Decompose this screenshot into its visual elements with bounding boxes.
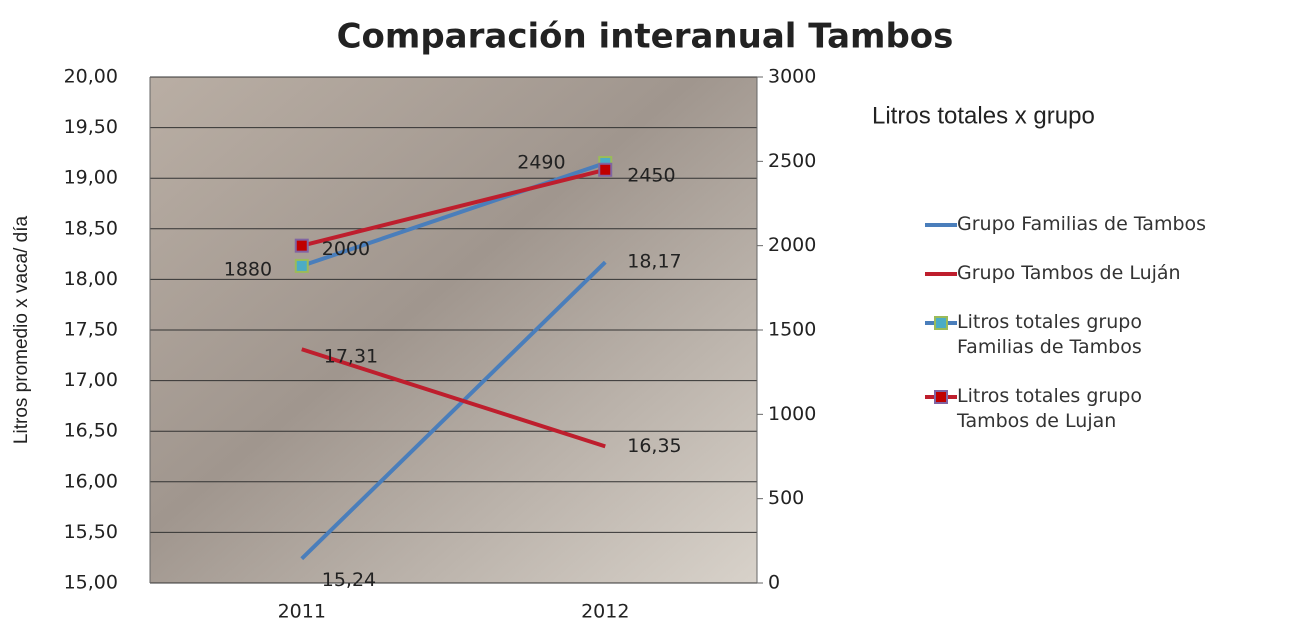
annotation: Litros totales x grupo: [872, 102, 1095, 129]
x-tick-label: 2011: [278, 601, 326, 622]
legend-item: Grupo Familias de Tambos: [925, 212, 1305, 237]
legend-label: Litros totales grupo Tambos de Lujan: [957, 384, 1219, 434]
y-tick-label: 15,00: [64, 572, 118, 594]
legend-marker: [935, 391, 947, 403]
legend-item: Litros totales grupo Familias de Tambos: [925, 310, 1305, 360]
series-marker: [296, 240, 308, 252]
y-tick-label: 19,50: [64, 116, 118, 138]
data-label: 2000: [322, 238, 370, 260]
legend-label: Litros totales grupo Familias de Tambos: [957, 310, 1219, 360]
legend-swatch: [925, 388, 957, 406]
y-tick-label: 15,50: [64, 521, 118, 543]
y-tick-label: 18,50: [64, 217, 118, 239]
y2-tick-label: 1000: [768, 403, 816, 425]
data-label: 15,24: [322, 569, 376, 591]
y-tick-label: 20,00: [64, 66, 118, 88]
y-tick-label: 16,00: [64, 470, 118, 492]
data-label: 1880: [224, 258, 272, 280]
y2-tick-label: 0: [768, 572, 780, 594]
y-axis-title: Litros promedio x vaca/ día: [11, 216, 32, 445]
data-label: 18,17: [627, 251, 681, 273]
y-tick-label: 18,00: [64, 268, 118, 290]
data-label: 17,31: [324, 346, 378, 368]
y-tick-label: 17,50: [64, 319, 118, 341]
series-marker: [296, 260, 308, 272]
legend-item: Litros totales grupo Tambos de Lujan: [925, 384, 1305, 434]
page: {"chart_data": {"type": "line", "title":…: [0, 0, 1315, 622]
legend-item: Grupo Tambos de Luján: [925, 261, 1305, 286]
legend-label: Grupo Familias de Tambos: [957, 212, 1219, 237]
x-tick-label: 2012: [581, 601, 629, 622]
legend-swatch: [925, 216, 957, 234]
y-tick-label: 17,00: [64, 369, 118, 391]
chart-title: Comparación interanual Tambos: [337, 17, 954, 57]
y2-tick-label: 3000: [768, 66, 816, 88]
series-marker: [599, 164, 611, 176]
y-tick-label: 19,00: [64, 167, 118, 189]
legend: Grupo Familias de Tambos Grupo Tambos de …: [925, 212, 1305, 458]
y2-tick-label: 1500: [768, 319, 816, 341]
y-tick-label: 16,50: [64, 420, 118, 442]
legend-swatch: [925, 265, 957, 283]
legend-swatch: [925, 314, 957, 332]
data-label: 2490: [517, 152, 565, 174]
y2-tick-label: 2000: [768, 234, 816, 256]
legend-marker: [935, 317, 947, 329]
data-label: 2450: [627, 164, 675, 186]
data-label: 16,35: [627, 435, 681, 457]
y2-tick-label: 2500: [768, 150, 816, 172]
legend-label: Grupo Tambos de Luján: [957, 261, 1219, 286]
y2-tick-label: 500: [768, 487, 804, 509]
